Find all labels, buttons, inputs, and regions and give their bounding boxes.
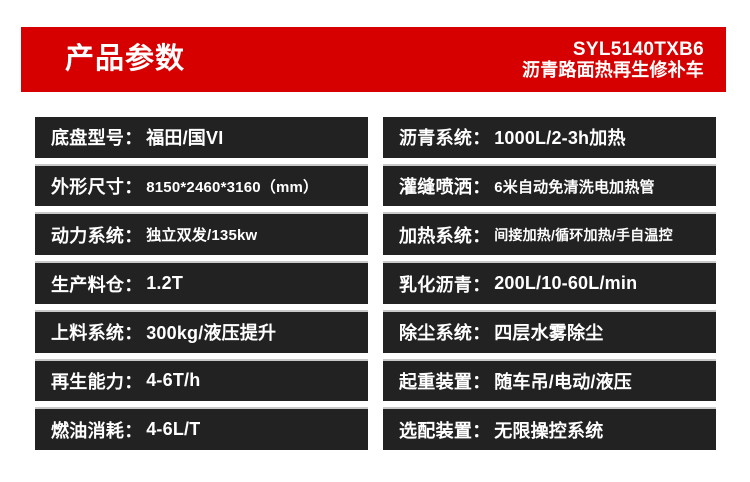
spec-colon: ： [124, 371, 143, 392]
spec-colon: ： [472, 323, 491, 344]
spec-value: 6米自动免清洗电加热管 [494, 178, 655, 196]
spec-value: 4-6T/h [146, 370, 201, 391]
spec-colon: ： [472, 225, 491, 246]
spec-row: 动力系统：独立双发/135kw [35, 212, 368, 256]
spec-value: 四层水雾除尘 [494, 323, 604, 344]
spec-label: 底盘型号 [51, 128, 125, 149]
spec-colon: ： [124, 420, 143, 441]
spec-row: 燃油消耗： 4-6L/T [35, 407, 368, 451]
spec-row: 底盘型号：福田/国VI [35, 117, 368, 158]
spec-colon: ： [124, 177, 143, 198]
spec-column-left: 底盘型号：福田/国VI 外形尺寸： 8150*2460*3160（mm） 动力系统：独… [35, 117, 368, 451]
spec-colon: ： [472, 371, 491, 392]
spec-colon: ： [472, 128, 491, 149]
spec-row: 生产料仓： 1.2T [35, 261, 368, 304]
spec-row: 灌缝喷洒： 6米自动免清洗电加热管 [383, 163, 716, 207]
spec-value: 1.2T [146, 273, 184, 294]
spec-label: 除尘系统 [399, 323, 473, 344]
page-title: 产品参数 [65, 43, 186, 75]
spec-label: 生产料仓 [51, 274, 125, 295]
spec-label: 起重装置 [399, 371, 473, 392]
spec-row: 加热系统：间接加热/循环加热/手自温控 [383, 212, 716, 256]
spec-value: 300kg/液压提升 [146, 323, 277, 344]
model-code: SYL5140TXB6 [572, 38, 704, 60]
spec-label: 选配装置 [399, 420, 473, 441]
spec-colon: ： [472, 274, 491, 295]
header-banner: 产品参数 SYL5140TXB6 沥青路面热再生修补车 [21, 27, 726, 92]
spec-column-right: 沥青系统： 1000L/2-3h加热 灌缝喷洒： 6米自动免清洗电加热管 加热系统：间接… [383, 117, 716, 451]
spec-value: 200L/10-60L/min [494, 273, 638, 294]
spec-value: 4-6L/T [146, 419, 201, 440]
spec-label: 动力系统 [51, 225, 125, 246]
model-block: SYL5140TXB6 沥青路面热再生修补车 [522, 39, 704, 80]
spec-colon: ： [124, 225, 143, 246]
spec-colon: ： [124, 323, 143, 344]
spec-row: 除尘系统：四层水雾除尘 [383, 309, 716, 353]
spec-row: 外形尺寸： 8150*2460*3160（mm） [35, 163, 368, 207]
spec-label: 灌缝喷洒 [399, 177, 473, 198]
spec-row: 选配装置：无限操控系统 [383, 407, 716, 451]
spec-colon: ： [124, 128, 143, 149]
spec-colon: ： [472, 420, 491, 441]
spec-label: 沥青系统 [399, 128, 473, 149]
spec-table: 底盘型号：福田/国VI 外形尺寸： 8150*2460*3160（mm） 动力系统：独… [35, 117, 716, 451]
spec-label: 加热系统 [399, 225, 473, 246]
spec-row: 乳化沥青： 200L/10-60L/min [383, 261, 716, 304]
spec-colon: ： [472, 177, 491, 198]
spec-row: 再生能力： 4-6T/h [35, 358, 368, 402]
spec-row: 上料系统： 300kg/液压提升 [35, 309, 368, 353]
spec-label: 上料系统 [51, 323, 125, 344]
spec-label: 外形尺寸 [51, 177, 125, 198]
spec-label: 再生能力 [51, 371, 125, 392]
spec-label: 乳化沥青 [399, 274, 473, 295]
spec-value: 福田/国VI [146, 128, 224, 149]
spec-value: 无限操控系统 [494, 420, 604, 441]
spec-value: 间接加热/循环加热/手自温控 [494, 226, 673, 243]
spec-value: 随车吊/电动/液压 [494, 371, 633, 392]
spec-value: 独立双发/135kw [146, 227, 258, 245]
spec-row: 起重装置：随车吊/电动/液压 [383, 358, 716, 402]
spec-row: 沥青系统： 1000L/2-3h加热 [383, 117, 716, 158]
model-name: 沥青路面热再生修补车 [522, 60, 704, 81]
spec-colon: ： [124, 274, 143, 295]
spec-value: 1000L/2-3h加热 [494, 128, 626, 149]
spec-label: 燃油消耗 [51, 420, 125, 441]
spec-value: 8150*2460*3160（mm） [146, 178, 319, 196]
